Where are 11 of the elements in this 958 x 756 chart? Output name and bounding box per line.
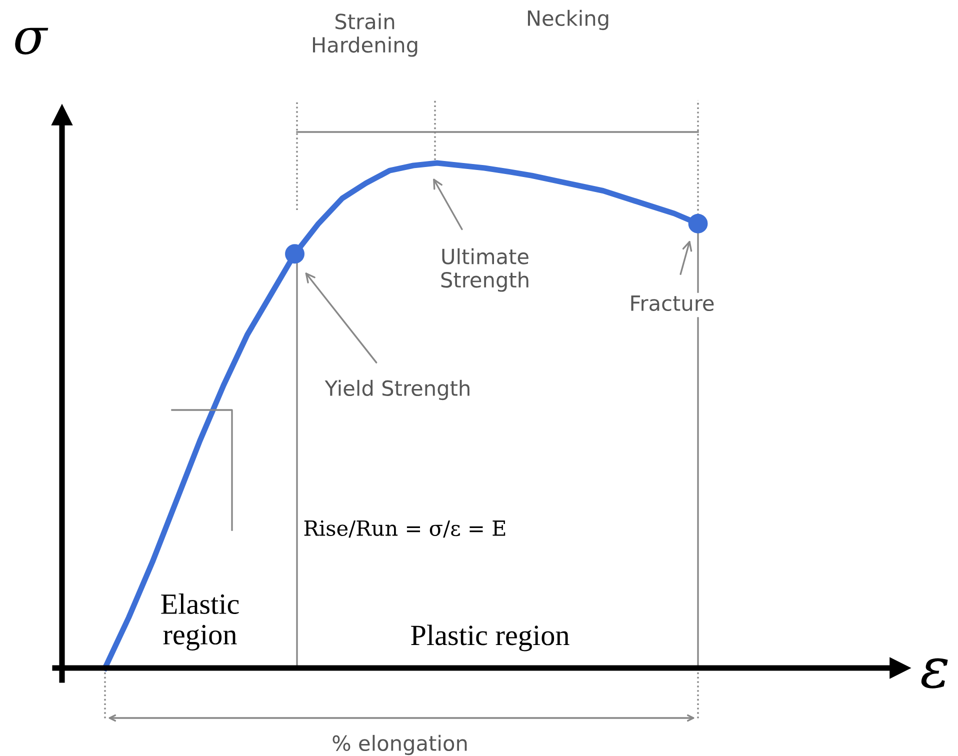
text: Necking (528, 10, 608, 30)
y-axis-title: σ (15, 28, 48, 55)
annotation: Plastic region (411, 624, 570, 652)
text: % elongation (332, 734, 467, 756)
annotation: Yield Strength (324, 380, 470, 400)
annotation: Ultimate Strength (441, 248, 528, 292)
annotation: Elastic region (161, 593, 239, 651)
annotation: Rise/Run = σ/ε = E (304, 520, 506, 538)
x-axis-title: ε (921, 658, 948, 688)
text: Strain Hardening (312, 13, 418, 57)
annotation: Fracture (631, 296, 714, 312)
